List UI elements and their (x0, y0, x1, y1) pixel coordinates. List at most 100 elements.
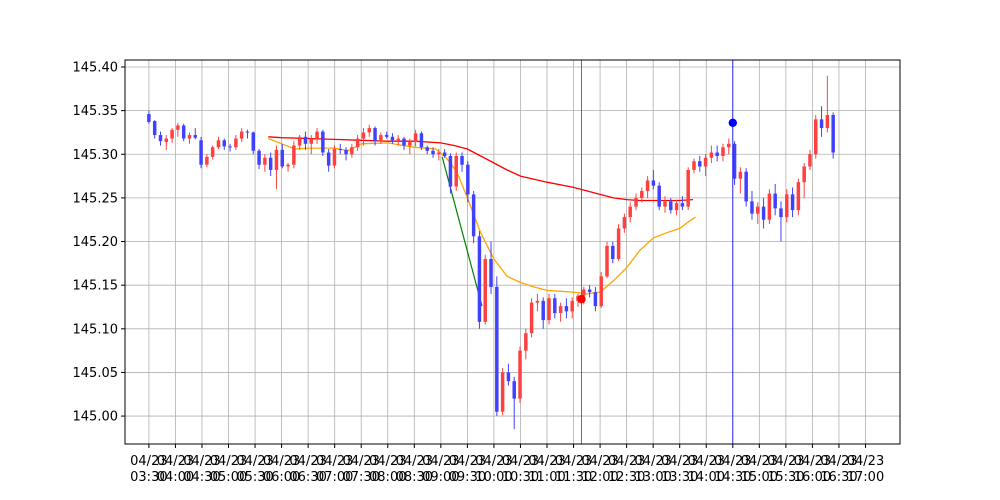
marker-blue (728, 118, 737, 128)
candle-body-79 (605, 245, 609, 277)
candle-body-36 (355, 138, 360, 148)
candle-body-25 (292, 145, 296, 165)
candle-body-44 (402, 138, 406, 146)
candle-body-50 (437, 152, 441, 155)
x-tick-label-12: 04/23 09:30 (449, 454, 486, 485)
candle-body-5 (176, 125, 180, 130)
candle-body-113 (802, 166, 806, 183)
candle-body-56 (471, 194, 476, 237)
candle-body-107 (767, 193, 772, 220)
x-tick-label-23: 04/23 15:00 (741, 454, 778, 485)
y-tick-label-5: 145.25 (73, 191, 119, 206)
candle-body-72 (564, 306, 569, 312)
candle-body-65 (524, 333, 528, 351)
candle-body-61 (500, 372, 505, 412)
candle-body-64 (518, 350, 522, 399)
candle-body-30 (321, 131, 325, 153)
candle-body-89 (663, 201, 667, 207)
x-tick-label-16: 04/23 11:30 (555, 454, 592, 485)
candle-body-57 (477, 236, 482, 322)
candle-body-66 (529, 302, 534, 334)
x-tick-label-10: 04/23 08:30 (396, 454, 433, 485)
ma-short-line (268, 137, 696, 295)
candle-body-104 (750, 201, 754, 214)
candle-body-51 (442, 152, 447, 156)
candle-body-12 (216, 140, 221, 148)
candle-body-53 (454, 156, 458, 187)
candle-body-52 (448, 156, 453, 187)
candle-body-27 (303, 136, 308, 144)
x-tick-label-0: 04/23 03:30 (130, 454, 167, 485)
x-tick-label-15: 04/23 11:00 (528, 454, 565, 485)
candle-body-2 (158, 135, 163, 142)
candle-body-39 (373, 128, 377, 142)
candle-body-117 (825, 114, 830, 129)
candle-body-11 (210, 147, 215, 157)
y-tick-label-2: 145.10 (73, 322, 119, 337)
x-tick-label-18: 04/23 12:30 (608, 454, 645, 485)
candle-body-99 (721, 147, 725, 156)
candle-body-116 (819, 119, 824, 129)
candle-body-3 (164, 138, 169, 143)
candle-body-97 (709, 152, 714, 158)
candle-body-76 (587, 289, 592, 293)
x-tick-label-3: 04/23 05:00 (210, 454, 247, 485)
candle-body-73 (570, 300, 574, 312)
candle-body-7 (187, 135, 192, 139)
candle-body-80 (611, 245, 615, 259)
x-tick-label-11: 04/23 09:00 (422, 454, 459, 485)
candle-body-103 (744, 171, 748, 202)
x-tick-label-27: 04/23 17:00 (847, 454, 884, 485)
candle-body-29 (315, 131, 319, 139)
plot-frame (124, 59, 901, 445)
candle-body-0 (147, 114, 151, 122)
candle-body-41 (384, 135, 389, 137)
candle-body-32 (332, 149, 337, 166)
candle-body-37 (361, 132, 366, 139)
candle-body-15 (234, 138, 238, 148)
candle-body-114 (808, 154, 812, 167)
candle-body-68 (541, 300, 545, 321)
x-tick-label-24: 04/23 15:30 (767, 454, 804, 485)
candle-body-22 (274, 149, 279, 170)
candle-body-98 (715, 152, 719, 156)
candle-body-23 (280, 149, 285, 167)
grid-lines (125, 60, 900, 444)
candle-body-24 (286, 164, 290, 167)
x-tick-label-5: 04/23 06:00 (263, 454, 300, 485)
candle-body-83 (628, 206, 632, 218)
candle-body-54 (460, 156, 464, 165)
candle-body-14 (228, 146, 232, 148)
candle-body-58 (483, 258, 487, 322)
candle-body-16 (239, 131, 244, 139)
candle-body-77 (593, 292, 598, 307)
candle-body-17 (245, 131, 250, 133)
candle-body-63 (512, 381, 516, 399)
candle-body-109 (779, 208, 783, 218)
candle-body-111 (790, 194, 795, 211)
candle-body-38 (367, 128, 371, 133)
candle-body-86 (645, 180, 650, 191)
candle-body-31 (326, 152, 331, 166)
candle-body-45 (408, 142, 412, 146)
candle-body-33 (338, 149, 342, 151)
y-tick-label-4: 145.20 (73, 235, 119, 250)
candle-body-48 (425, 147, 429, 151)
candle-body-110 (785, 194, 789, 218)
candle-body-21 (268, 157, 273, 170)
y-axis: 145.00 145.05 145.10 145.15 145.20 145.25 145.… (73, 60, 125, 425)
candle-body-84 (634, 197, 638, 207)
candle-body-60 (495, 286, 499, 412)
y-tick-label-6: 145.30 (73, 148, 119, 163)
candle-body-92 (680, 203, 685, 207)
y-tick-label-8: 145.40 (73, 60, 119, 75)
y-tick-label-1: 145.05 (73, 366, 119, 381)
candle-body-59 (489, 258, 493, 287)
x-tick-label-21: 04/23 14:00 (688, 454, 725, 485)
candles (147, 75, 835, 430)
candle-body-96 (703, 157, 708, 167)
candle-body-55 (466, 164, 470, 195)
